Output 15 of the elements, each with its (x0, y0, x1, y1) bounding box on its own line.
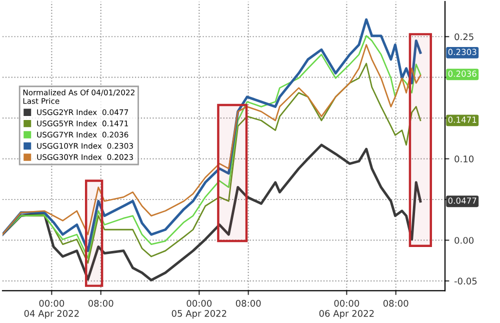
line-series (2, 144, 422, 282)
y-tick-label: -0.05 (454, 278, 477, 284)
y-tick-label: 0.10 (454, 156, 474, 162)
text: 0.2303 (448, 48, 476, 56)
x-tick-label: 08:00 (88, 300, 114, 307)
x-tick-label: 08:00 (236, 300, 261, 307)
text: 0.0477 (448, 197, 476, 204)
text: 0.2036 (448, 70, 476, 77)
text: 0.1471 (448, 116, 476, 123)
y-tick-label: 0.25 (454, 33, 474, 40)
x-tick-label: 08:00 (383, 300, 408, 307)
x-tick-label: 00:00 04 Apr 2022 (24, 300, 79, 319)
x-tick-label: 00:00 06 Apr 2022 (319, 300, 374, 319)
y-tick-label: 0.00 (454, 236, 474, 244)
x-tick-label: 00:00 05 Apr 2022 (172, 300, 226, 319)
